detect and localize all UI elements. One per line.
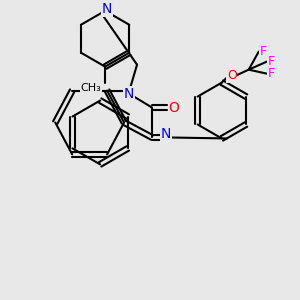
- Text: F: F: [268, 67, 275, 80]
- Text: O: O: [169, 100, 179, 115]
- Text: N: N: [124, 87, 134, 100]
- Text: CH₃: CH₃: [81, 82, 101, 93]
- Text: N: N: [102, 2, 112, 16]
- Text: N: N: [161, 128, 171, 142]
- Text: F: F: [260, 45, 267, 58]
- Text: F: F: [268, 55, 275, 68]
- Text: O: O: [227, 69, 237, 82]
